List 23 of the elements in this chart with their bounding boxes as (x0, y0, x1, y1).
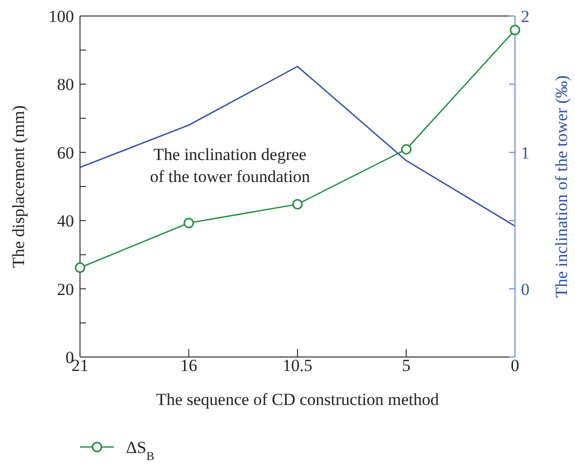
y2-tick-label: 1 (521, 143, 530, 162)
point (184, 218, 194, 228)
y-tick-label: 20 (57, 280, 74, 299)
point (401, 144, 412, 155)
x-tick-label: 10.5 (282, 356, 312, 376)
y-tick-label: 80 (57, 75, 74, 94)
x-axis-title: The sequence of CD construction method (156, 390, 440, 409)
x-tick-label: 5 (402, 356, 410, 376)
x-tick-label: 16 (180, 356, 198, 376)
y-axis-title: The displacement (mm) (9, 105, 28, 268)
y-tick-label: 100 (48, 7, 74, 26)
y2-tick-label: 0 (521, 280, 530, 299)
line-series (79, 66, 516, 227)
y2-tick-label: 2 (521, 7, 530, 26)
legend-label: ΔS$_{B}$ (126, 438, 154, 463)
point (292, 198, 303, 210)
y-tick-label: 60 (57, 143, 74, 162)
point (74, 262, 86, 273)
point (510, 24, 520, 36)
series-label: The inclination degree of the tower foundation (150, 145, 311, 186)
x-tick-label: 0 (510, 356, 520, 376)
y2-axis-title: The inclination of the tower (‰) (552, 75, 572, 298)
y-tick-label: 40 (57, 212, 74, 231)
